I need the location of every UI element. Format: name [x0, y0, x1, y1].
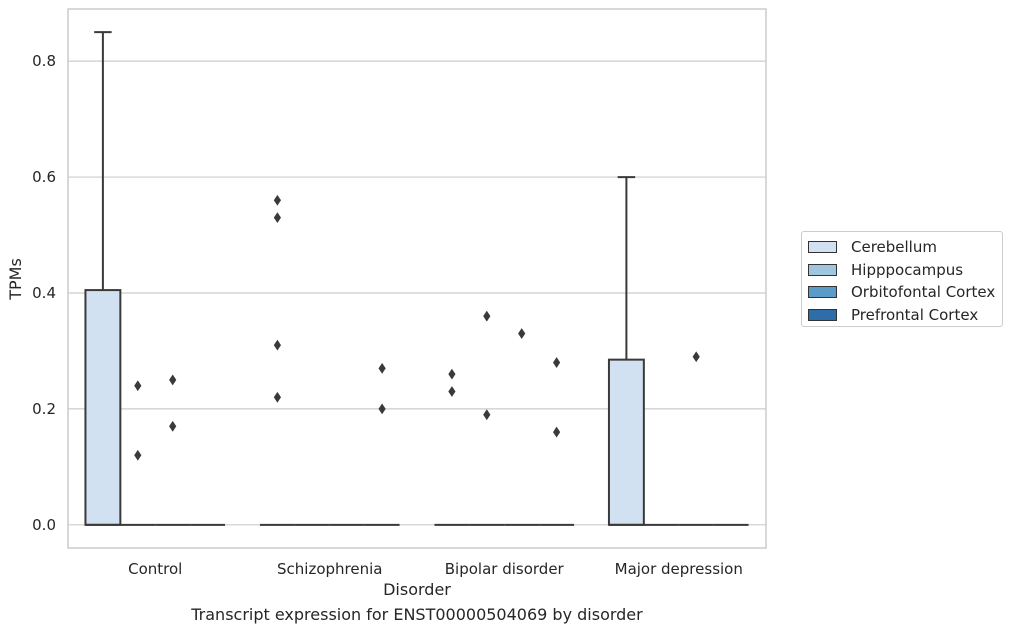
y-axis-ticks: 0.0 0.2 0.4 0.6 0.8	[32, 52, 56, 534]
outlier-point	[169, 374, 177, 386]
box-orbitofontal-cortex	[155, 374, 191, 526]
box-cerebellum	[607, 176, 645, 526]
outlier-point	[448, 386, 456, 397]
outlier-point	[378, 362, 386, 374]
legend-swatch	[808, 263, 837, 276]
box-orbitofontal-cortex	[678, 351, 714, 526]
box-orbitofontal-cortex	[504, 328, 540, 526]
y-tick-label: 0.6	[32, 168, 56, 186]
gridlines	[68, 60, 766, 526]
y-axis-label: TPMs	[6, 258, 25, 301]
y-tick-label: 0.2	[32, 400, 56, 418]
x-tick-label: Schizophrenia	[277, 560, 382, 578]
box-cerebellum	[434, 368, 470, 526]
plot-frame	[67, 8, 767, 549]
legend-label: Hipppocampus	[851, 260, 964, 279]
x-tick-label: Bipolar disorder	[445, 560, 565, 578]
legend-label: Orbitofontal Cortex	[851, 283, 996, 302]
box-prefrontal-cortex	[364, 362, 400, 526]
outlier-point	[378, 403, 386, 415]
chart-title: Transcript expression for ENST0000050406…	[191, 605, 643, 624]
x-axis-label: Disorder	[383, 580, 451, 599]
outlier-point	[518, 328, 526, 339]
box-prefrontal-cortex	[539, 357, 575, 526]
outlier-point	[273, 212, 281, 224]
legend-swatch	[808, 241, 837, 254]
legend-item: Cerebellum	[808, 236, 1002, 259]
outlier-point	[273, 339, 281, 351]
legend-label: Cerebellum	[851, 238, 937, 257]
legend-swatch	[808, 308, 837, 321]
outlier-point	[273, 194, 281, 206]
x-tick-label: Major depression	[615, 560, 743, 578]
box-body	[84, 289, 122, 526]
outlier-point	[483, 310, 491, 322]
outlier-point	[134, 449, 142, 461]
outlier-point	[553, 357, 561, 368]
y-tick-label: 0.0	[32, 516, 56, 534]
y-tick-label: 0.8	[32, 52, 56, 70]
box-cerebellum	[84, 31, 122, 526]
box-hipppocampus	[469, 310, 505, 526]
legend: Cerebellum Hipppocampus Orbitofontal Corte…	[801, 231, 1003, 327]
outlier-point	[448, 368, 456, 380]
y-tick-label: 0.4	[32, 284, 56, 302]
legend-item: Orbitofontal Cortex	[808, 281, 1002, 304]
outlier-point	[169, 420, 177, 432]
legend-item: Prefrontal Cortex	[808, 304, 1002, 327]
box-body	[607, 358, 645, 526]
x-axis-ticks: Control Schizophrenia Bipolar disorder Majo…	[128, 560, 743, 578]
outlier-point	[553, 426, 561, 438]
box-hipppocampus	[120, 380, 156, 526]
outlier-point	[134, 380, 142, 392]
legend-label: Prefrontal Cortex	[851, 305, 979, 324]
legend-item: Hipppocampus	[808, 259, 1002, 282]
x-tick-label: Control	[128, 560, 182, 578]
outlier-point	[273, 391, 281, 403]
legend-swatch	[808, 286, 837, 299]
outlier-point	[692, 351, 700, 363]
box-cerebellum	[259, 194, 295, 526]
box-plot-marks	[84, 31, 749, 526]
outlier-point	[483, 409, 491, 421]
